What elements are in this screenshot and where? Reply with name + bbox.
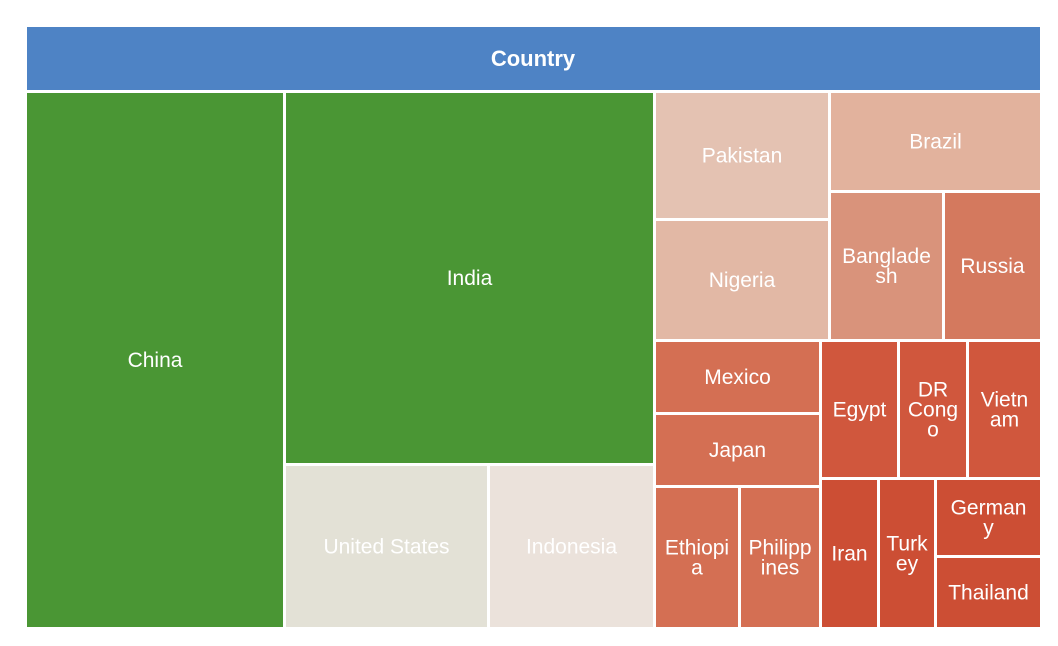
treemap-label-india: India bbox=[447, 267, 493, 290]
treemap-label-nigeria: Nigeria bbox=[709, 269, 776, 292]
treemap-label-line: Indonesia bbox=[526, 536, 617, 559]
treemap-label-philippines: Philipp ines bbox=[748, 537, 811, 580]
treemap-label-united-states: United States bbox=[323, 536, 449, 559]
treemap-label-brazil: Brazil bbox=[909, 131, 962, 154]
treemap-label-line: Vietn bbox=[981, 389, 1029, 412]
treemap-cell-united-states[interactable] bbox=[286, 466, 487, 627]
treemap-cell-ethiopia[interactable] bbox=[656, 488, 738, 627]
treemap-label-bangladesh: Banglade sh bbox=[842, 245, 931, 288]
treemap-label-line: Philipp bbox=[748, 537, 811, 560]
treemap-cell-nigeria[interactable] bbox=[656, 221, 828, 339]
treemap-label-line: ines bbox=[761, 557, 800, 580]
treemap-label-line: Mexico bbox=[704, 366, 771, 389]
treemap-cell-egypt[interactable] bbox=[822, 342, 897, 477]
treemap-cell-germany[interactable] bbox=[937, 480, 1040, 555]
treemap-label-indonesia: Indonesia bbox=[526, 536, 617, 559]
treemap-label-japan: Japan bbox=[709, 439, 766, 462]
treemap-label-line: DR bbox=[918, 379, 948, 402]
treemap-label-line: ey bbox=[896, 553, 919, 576]
treemap-label-line: o bbox=[927, 419, 939, 442]
treemap-cell-india[interactable] bbox=[286, 93, 653, 463]
treemap-label-line: German bbox=[951, 497, 1027, 520]
treemap-label-turkey: Turk ey bbox=[886, 533, 928, 576]
treemap-label-russia: Russia bbox=[960, 255, 1025, 278]
treemap-label-dr-congo: DR Cong o bbox=[908, 379, 958, 442]
treemap-label-line: Iran bbox=[831, 543, 867, 566]
treemap-cell-bangladesh[interactable] bbox=[831, 193, 942, 339]
treemap-label-line: Turk bbox=[886, 533, 928, 556]
treemap-cell-dr-congo[interactable] bbox=[900, 342, 966, 477]
treemap-label-line: Ethiopi bbox=[665, 537, 729, 560]
treemap-cell-vietnam[interactable] bbox=[969, 342, 1040, 477]
treemap-cell-thailand[interactable] bbox=[937, 558, 1040, 627]
treemap-label-line: Egypt bbox=[833, 399, 887, 422]
treemap-cell-china[interactable] bbox=[27, 93, 283, 627]
treemap-label-iran: Iran bbox=[831, 543, 867, 566]
treemap-cell-philippines[interactable] bbox=[741, 488, 819, 627]
treemap-cell-japan[interactable] bbox=[656, 415, 819, 485]
treemap-label-line: sh bbox=[875, 265, 897, 288]
treemap-label-line: Thailand bbox=[948, 582, 1029, 605]
treemap-label-pakistan: Pakistan bbox=[702, 145, 783, 168]
treemap-label-line: United States bbox=[323, 536, 449, 559]
treemap-label-line: Banglade bbox=[842, 245, 931, 268]
treemap-header-title: Country bbox=[491, 46, 576, 71]
treemap-cell-indonesia[interactable] bbox=[490, 466, 653, 627]
treemap-cell-turkey[interactable] bbox=[880, 480, 934, 627]
treemap-cell-iran[interactable] bbox=[822, 480, 877, 627]
treemap-label-line: Russia bbox=[960, 255, 1025, 278]
treemap-label-line: y bbox=[983, 517, 994, 540]
treemap-label-ethiopia: Ethiopi a bbox=[665, 537, 729, 580]
treemap-label-line: am bbox=[990, 409, 1019, 432]
treemap-label-line: Japan bbox=[709, 439, 766, 462]
treemap-label-germany: German y bbox=[951, 497, 1027, 540]
treemap-cell-mexico[interactable] bbox=[656, 342, 819, 412]
treemap-header[interactable] bbox=[27, 27, 1040, 90]
treemap-label-mexico: Mexico bbox=[704, 366, 771, 389]
treemap-label-line: Pakistan bbox=[702, 145, 783, 168]
treemap-cell-russia[interactable] bbox=[945, 193, 1040, 339]
treemap-label-line: Brazil bbox=[909, 131, 962, 154]
treemap-label-line: Nigeria bbox=[709, 269, 776, 292]
treemap-label-egypt: Egypt bbox=[833, 399, 887, 422]
treemap-label-line: India bbox=[447, 267, 493, 290]
treemap-label-thailand: Thailand bbox=[948, 582, 1029, 605]
treemap-label-vietnam: Vietn am bbox=[981, 389, 1029, 432]
treemap-label-line: a bbox=[691, 557, 703, 580]
treemap-label-china: China bbox=[128, 349, 183, 372]
treemap-cell-brazil[interactable] bbox=[831, 93, 1040, 190]
treemap-label-line: Cong bbox=[908, 399, 958, 422]
treemap-cell-pakistan[interactable] bbox=[656, 93, 828, 218]
treemap-label-line: China bbox=[128, 349, 183, 372]
